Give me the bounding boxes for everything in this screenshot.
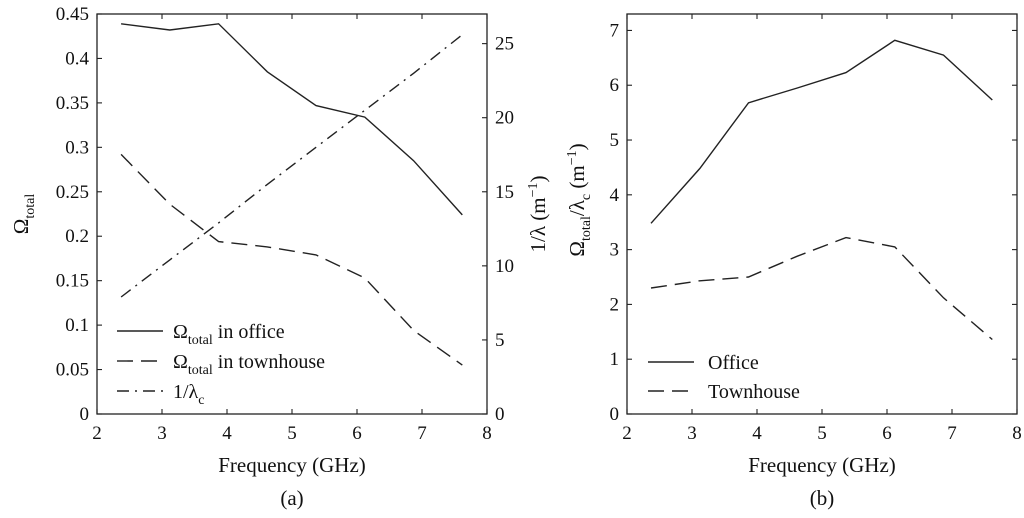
y2-tick-label: 5: [495, 330, 505, 351]
panel-b-legend: Office Townhouse: [648, 352, 800, 403]
x-tick-label: 8: [1012, 423, 1022, 444]
y-tick-label: 0.35: [56, 93, 89, 114]
y-tick-label: 3: [610, 240, 620, 261]
panel-b-x-ticks: 2 3 4 5 6 7 8: [622, 14, 1022, 444]
legend-entry-office: Ωtotal in office: [173, 321, 285, 348]
series-line-townhouse: [650, 236, 993, 341]
y-tick-label: 0.15: [56, 271, 89, 292]
y2-tick-label: 20: [495, 108, 514, 129]
x-tick-label: 5: [817, 423, 827, 444]
x-tick-label: 2: [622, 423, 632, 444]
y-tick-label: 0: [610, 404, 620, 425]
legend-entry-office-b: Office: [708, 352, 759, 374]
y2-tick-label: 0: [495, 404, 505, 425]
panel-a-legend: Ωtotal in office Ωtotal in townhouse 1/λ…: [117, 321, 325, 408]
legend-entry-inverse-lambda: 1/λc: [173, 381, 204, 408]
y-tick-label: 2: [610, 294, 620, 315]
panel-a: 2 3 4 5 6 7 8 0 0.05 0.1 0.15 0.2 0.25 0.3 0.35 0.4 0.4…: [9, 4, 550, 510]
panel-b-y-ticks: 0 1 2 3 4 5 6 7: [610, 20, 1017, 425]
y-tick-label: 0.2: [65, 226, 89, 247]
series-line-s2: [120, 34, 463, 298]
y-tick-label: 0.4: [65, 48, 89, 69]
y-tick-label: 0.1: [65, 315, 89, 336]
y-tick-label: 7: [610, 20, 620, 41]
x-tick-label: 6: [882, 423, 892, 444]
y-tick-label: 6: [610, 75, 620, 96]
y-tick-label: 5: [610, 130, 620, 151]
series-line-office: [650, 39, 993, 224]
y2-tick-label: 10: [495, 256, 514, 277]
panel-a-x-ticks: 2 3 4 5 6 7 8: [92, 14, 492, 444]
y-tick-label: 0.45: [56, 4, 89, 25]
series-line-s0: [121, 23, 463, 216]
y2-tick-label: 15: [495, 182, 514, 203]
panel-b-series: [650, 39, 993, 341]
legend-entry-townhouse-b: Townhouse: [708, 381, 800, 403]
x-tick-label: 8: [482, 423, 492, 444]
panel-a-series: [120, 23, 463, 366]
y-tick-label: 4: [610, 185, 620, 206]
panel-a-y-ticks: 0 0.05 0.1 0.15 0.2 0.25 0.3 0.35 0.4 0.45: [56, 4, 102, 425]
panel-a-caption: (a): [280, 486, 303, 510]
panel-b-caption: (b): [810, 486, 835, 510]
series-line-s1: [120, 153, 463, 366]
panel-b-plot-box: [626, 13, 1018, 415]
panel-a-x-axis-label: Frequency (GHz): [218, 453, 366, 477]
y2-tick-label: 25: [495, 34, 514, 55]
panel-a-y2-ticks: 0 5 10 15 20 25: [482, 34, 514, 425]
panel-b-x-axis-label: Frequency (GHz): [748, 453, 896, 477]
x-tick-label: 6: [352, 423, 362, 444]
x-tick-label: 4: [752, 423, 762, 444]
x-tick-label: 7: [947, 423, 957, 444]
y-tick-label: 0: [80, 404, 90, 425]
x-tick-label: 5: [287, 423, 297, 444]
y-tick-label: 0.3: [65, 137, 89, 158]
panel-a-y2-axis-label: 1/λ (m−1): [526, 175, 550, 252]
panel-b-y-axis-label: Ωtotal/λc (m−1): [565, 143, 594, 256]
x-tick-label: 7: [417, 423, 427, 444]
legend-entry-townhouse: Ωtotal in townhouse: [173, 351, 325, 378]
x-tick-label: 3: [157, 423, 167, 444]
panel-b: 2 3 4 5 6 7 8 0 1 2 3 4 5 6 7 Frequency (GHz) Ωtotal/…: [565, 13, 1022, 510]
y-tick-label: 0.25: [56, 182, 89, 203]
y-tick-label: 1: [610, 349, 620, 370]
panel-a-y-axis-label: Ωtotal: [9, 194, 38, 235]
x-tick-label: 2: [92, 423, 102, 444]
y-tick-label: 0.05: [56, 360, 89, 381]
x-tick-label: 3: [687, 423, 697, 444]
x-tick-label: 4: [222, 423, 232, 444]
